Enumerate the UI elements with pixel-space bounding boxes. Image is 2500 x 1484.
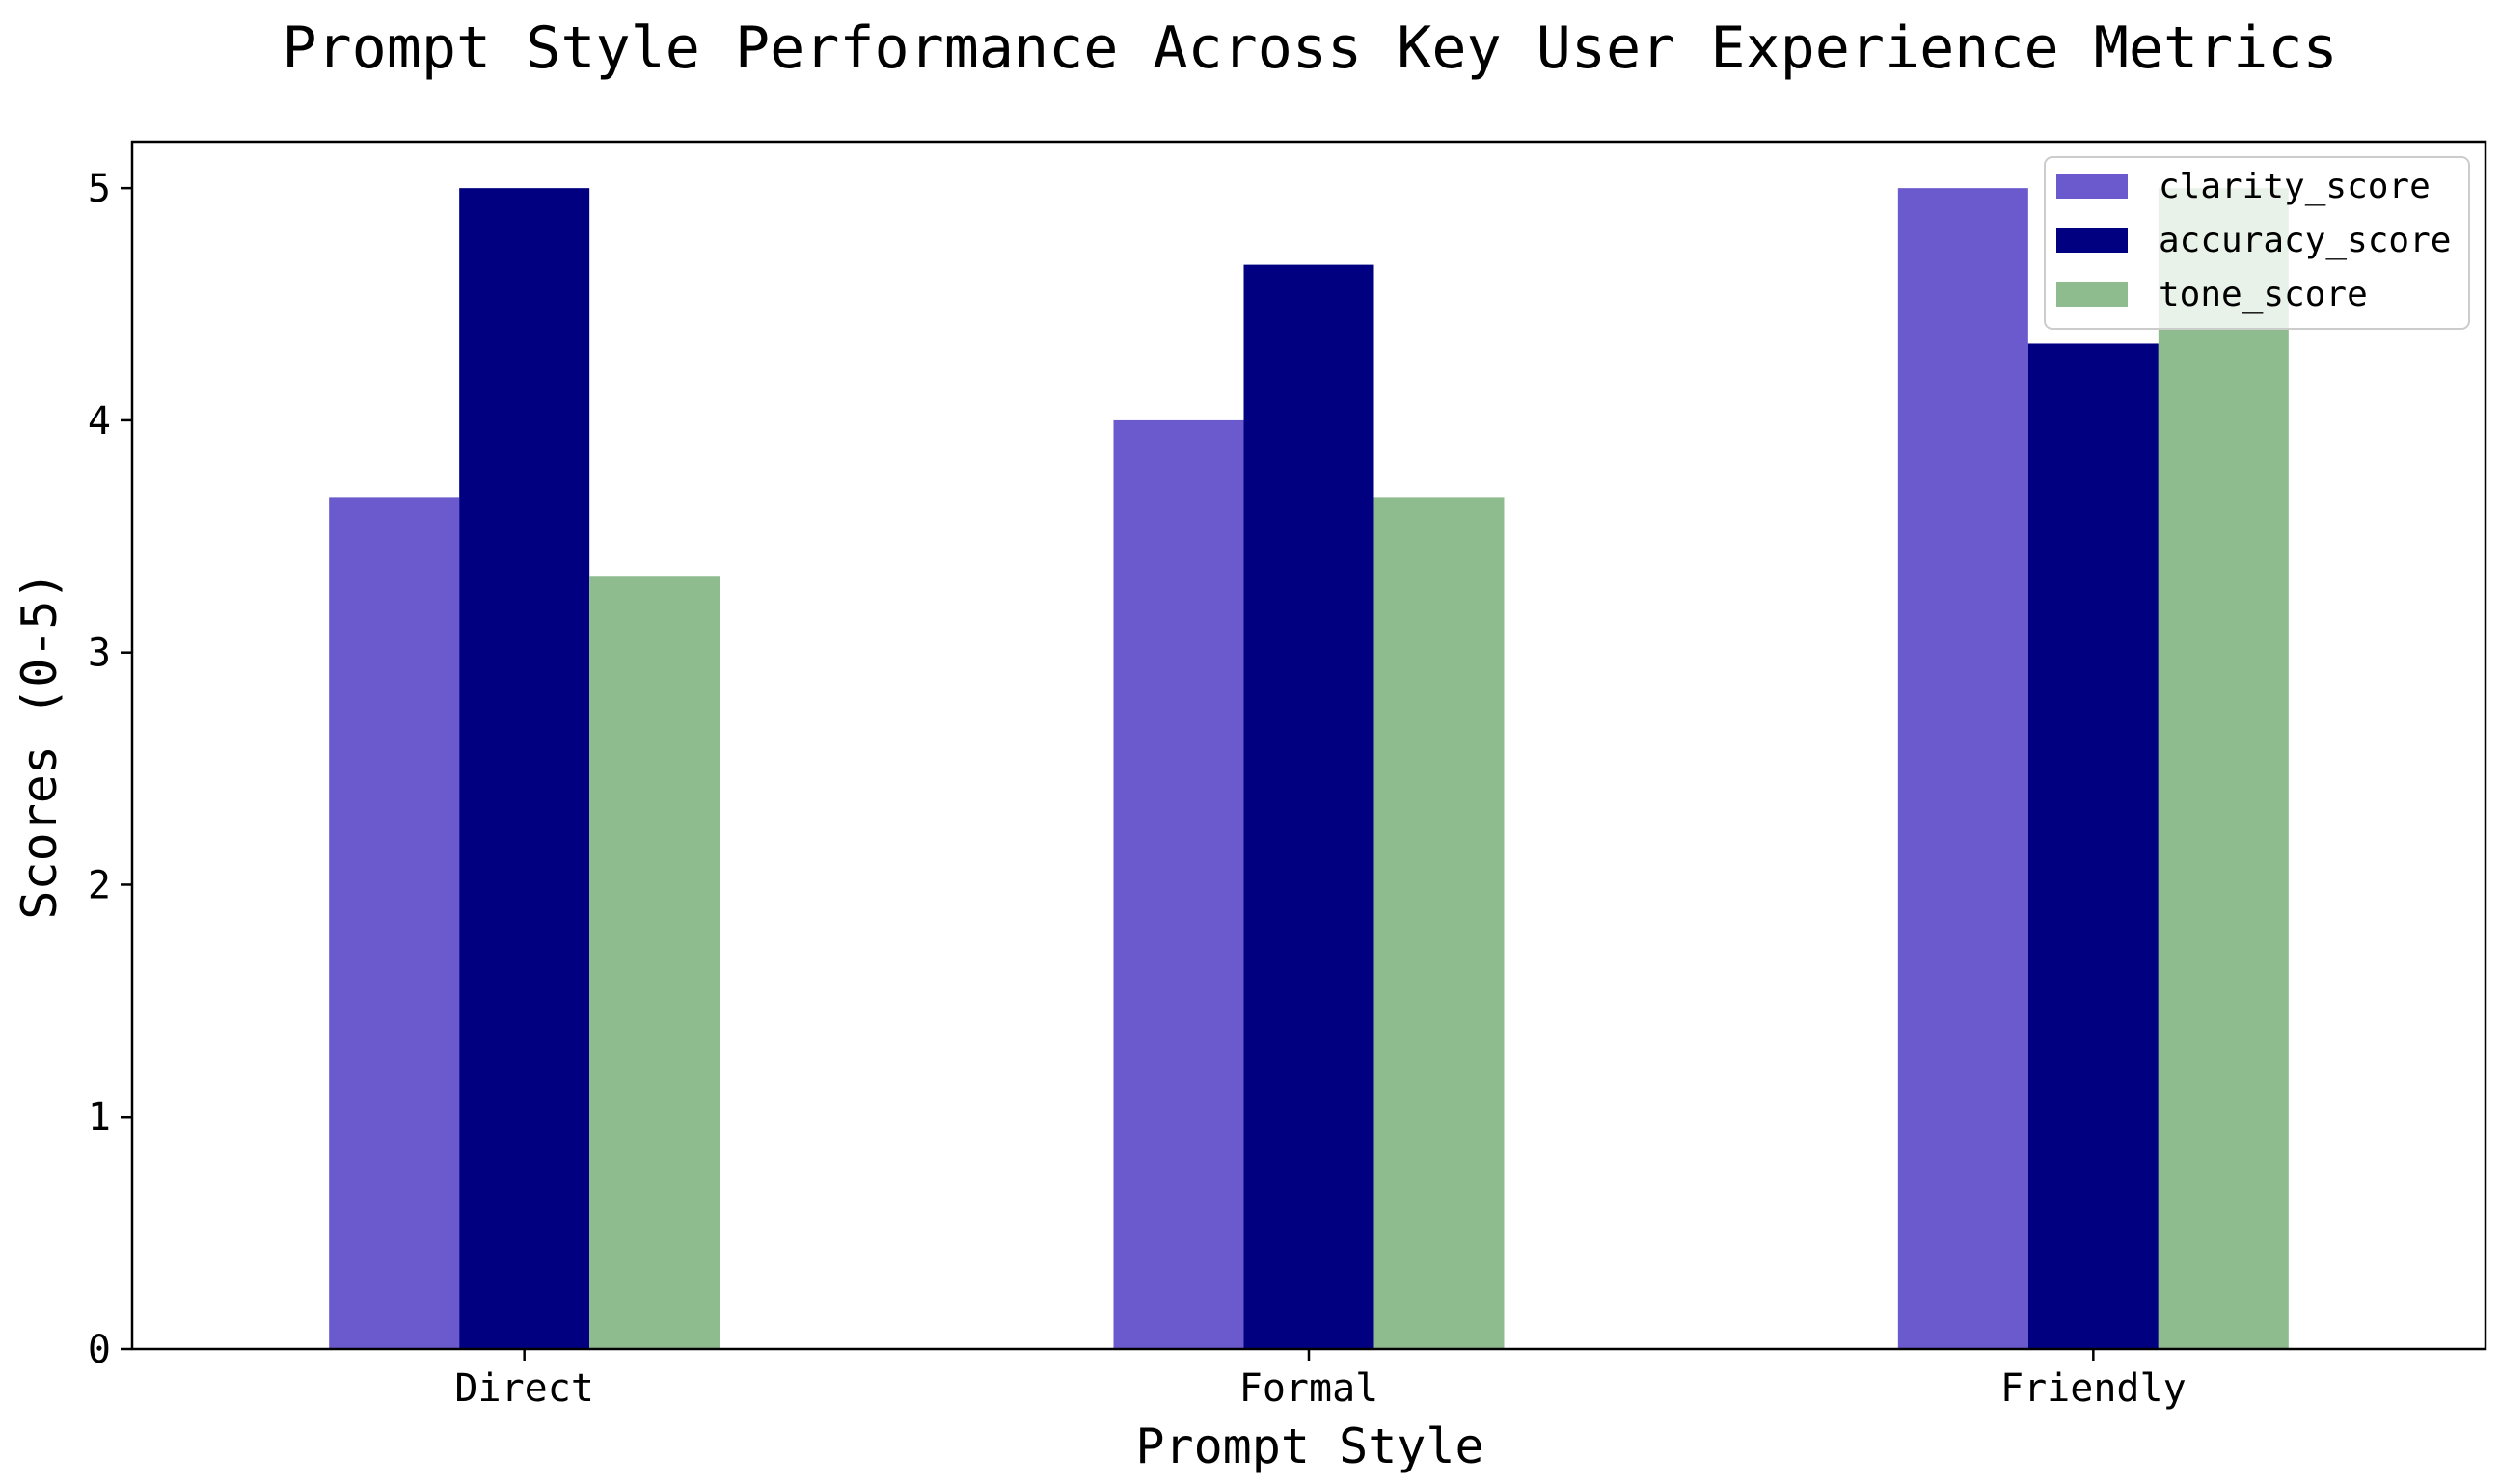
legend-label-accuracy_score: accuracy_score (2159, 221, 2451, 260)
y-tick-label: 2 (88, 863, 111, 907)
legend-box (2044, 156, 2470, 330)
x-tick-label-friendly: Friendly (2000, 1366, 2187, 1411)
bar-tone_score-direct (589, 576, 720, 1349)
y-axis: 0 1 2 3 4 5 (88, 167, 132, 1372)
bar-clarity_score-direct (329, 497, 460, 1349)
legend: clarity_score accuracy_score tone_score (2044, 156, 2470, 330)
x-tick-label-direct: Direct (454, 1366, 594, 1411)
legend-swatch-accuracy_score (2056, 228, 2128, 253)
bar-tone_score-friendly (2158, 188, 2289, 1350)
legend-swatch-tone_score (2056, 282, 2128, 307)
x-axis-label: Prompt Style (1135, 1418, 1483, 1474)
x-tick-label-formal: Formal (1239, 1366, 1379, 1411)
y-tick-label: 3 (88, 632, 111, 676)
y-tick-label: 1 (88, 1095, 111, 1140)
y-tick-label: 4 (88, 399, 111, 444)
legend-label-clarity_score: clarity_score (2159, 167, 2431, 206)
y-tick-label: 0 (88, 1328, 111, 1372)
legend-label-tone_score: tone_score (2159, 275, 2368, 314)
y-tick-label: 5 (88, 167, 111, 211)
chart-title: Prompt Style Performance Across Key User… (282, 14, 2337, 82)
y-axis-label: Scores (0-5) (12, 571, 68, 919)
bar-clarity_score-friendly (1897, 188, 2028, 1350)
bar-accuracy_score-friendly (2027, 343, 2159, 1349)
bar-accuracy_score-formal (1243, 264, 1374, 1350)
bars-layer (329, 188, 2289, 1350)
legend-swatch-clarity_score (2056, 174, 2128, 199)
bar-accuracy_score-direct (459, 188, 590, 1350)
bar-tone_score-formal (1373, 497, 1505, 1349)
bar-clarity_score-formal (1113, 419, 1244, 1349)
x-axis: Direct Formal Friendly (454, 1349, 2187, 1411)
